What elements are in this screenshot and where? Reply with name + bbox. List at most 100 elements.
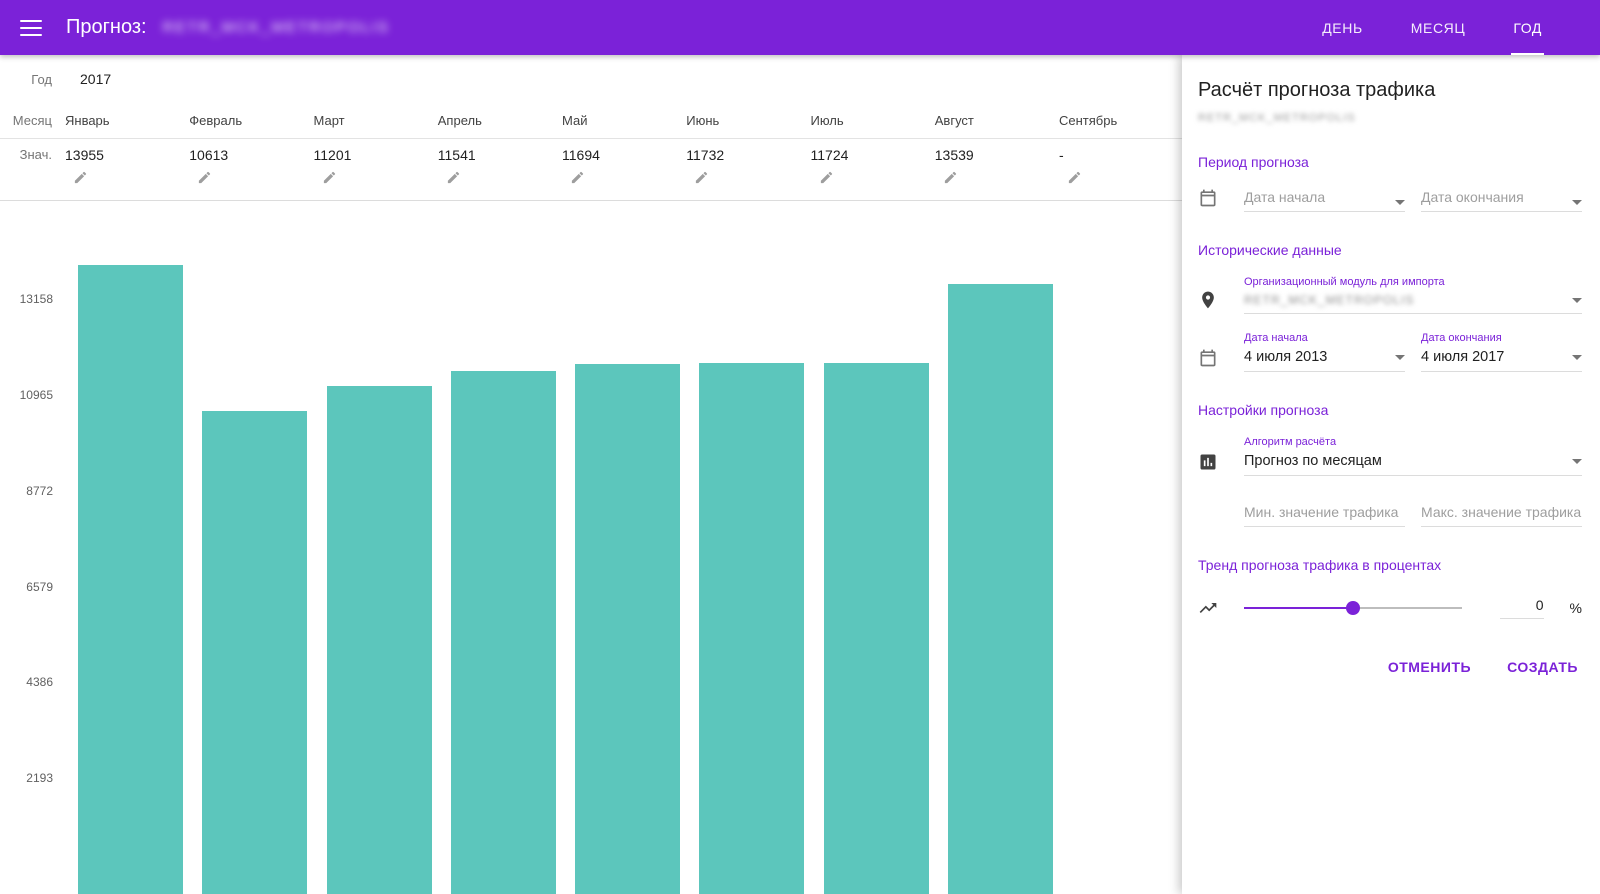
org-module-label: Организационный модуль для импорта: [1244, 276, 1445, 288]
values-row: 13955 10613 11201 11541 11694 11732 11724 13539…: [65, 147, 1183, 200]
appbar-tabs: ДЕНЬ МЕСЯЦ ГОД: [1320, 0, 1544, 55]
edit-icon[interactable]: [694, 170, 712, 186]
redacted-title-text: RETR_MCK_METROPOLIS: [162, 19, 390, 36]
edit-icon[interactable]: [943, 170, 961, 186]
location-pin-icon: [1198, 290, 1228, 314]
chart-bar: [450, 370, 556, 894]
algorithm-value[interactable]: Прогноз по месяцам: [1244, 453, 1382, 469]
y-axis-label: 13158: [19, 292, 53, 307]
trend-value-field: [1499, 597, 1544, 619]
chart-bar: [202, 411, 308, 894]
value-cell: 11732: [686, 147, 810, 200]
chart-bar: [947, 283, 1053, 894]
percent-unit-label: %: [1569, 600, 1582, 616]
section-trend-heading: Тренд прогноза трафика в процентах: [1198, 557, 1442, 573]
value-cell: 10613: [189, 147, 313, 200]
chart-bar: [699, 362, 805, 894]
period-end-field: [1421, 189, 1582, 212]
hist-end-label: Дата окончания: [1421, 332, 1502, 344]
value-cell: 11541: [438, 147, 562, 200]
page-title-text: Прогноз:: [66, 16, 147, 38]
edit-icon[interactable]: [570, 170, 588, 186]
chevron-down-icon[interactable]: [1572, 354, 1582, 360]
value-cell: 11694: [562, 147, 686, 200]
y-axis-label: 10965: [19, 388, 53, 403]
tab-year[interactable]: ГОД: [1511, 0, 1544, 55]
value-cell: 13955: [65, 147, 189, 200]
month-value: 11694: [562, 147, 600, 163]
month-value: 10613: [189, 147, 229, 163]
bar-chart-icon: [1198, 452, 1228, 476]
month-value: -: [1059, 147, 1064, 163]
month-value: 11541: [437, 147, 476, 163]
hist-end-field: 4 июля 2017: [1421, 349, 1582, 372]
min-traffic-input[interactable]: [1244, 504, 1405, 520]
slider-fill: [1244, 607, 1353, 609]
months-header-row: Месяц Январь Февраль Март Апрель Май Июнь Июль…: [0, 103, 1182, 139]
edit-icon[interactable]: [322, 170, 340, 186]
year-row: Год 2017: [0, 55, 1182, 103]
forecast-table: Год 2017 Месяц Январь Февраль Март Апрель Ма…: [0, 55, 1182, 894]
slider-thumb[interactable]: [1345, 601, 1360, 615]
month-value: 13539: [934, 147, 974, 163]
period-start-input[interactable]: [1244, 189, 1387, 205]
calendar-icon: [1198, 348, 1228, 372]
edit-icon[interactable]: [1067, 170, 1085, 186]
panel-subtitle-redacted: RETR_MCK_METROPOLIS: [1198, 112, 1356, 124]
value-cell: 11724: [811, 147, 935, 200]
y-axis-label: 6579: [26, 579, 53, 594]
tab-day[interactable]: ДЕНЬ: [1322, 19, 1363, 36]
month-row-label: Месяц: [12, 113, 52, 128]
create-button[interactable]: СОЗДАТЬ: [1503, 651, 1582, 683]
chevron-down-icon[interactable]: [1572, 458, 1582, 464]
period-start-field: [1244, 189, 1405, 212]
edit-icon[interactable]: [819, 170, 837, 186]
month-value: 13955: [65, 147, 104, 163]
month-header: Март: [313, 113, 345, 128]
chevron-down-icon[interactable]: [1395, 200, 1405, 205]
values-row-wrap: Знач. 13955 10613 11201 11541 11694 11732 1172…: [0, 139, 1182, 201]
trend-slider[interactable]: [1244, 601, 1462, 615]
cancel-button[interactable]: ОТМЕНИТЬ: [1384, 651, 1475, 683]
month-header: Июнь: [686, 113, 720, 128]
tab-month[interactable]: МЕСЯЦ: [1410, 19, 1466, 36]
panel-title: Расчёт прогноза трафика: [1198, 79, 1436, 101]
chart-bar: [823, 362, 929, 894]
section-period-heading: Период прогноза: [1198, 154, 1309, 170]
chevron-down-icon[interactable]: [1572, 297, 1582, 303]
year-value: 2017: [80, 71, 112, 87]
value-cell: 13539: [935, 147, 1059, 200]
value-row-label: Знач.: [19, 147, 52, 162]
month-header: Январь: [65, 113, 110, 128]
value-cell: -: [1059, 147, 1183, 200]
app-bar: Прогноз: RETR_MCK_METROPOLIS ДЕНЬ МЕСЯЦ ГО…: [0, 0, 1600, 55]
year-row-label: Год: [31, 71, 52, 87]
max-traffic-input[interactable]: [1421, 504, 1582, 520]
calendar-icon: [1198, 188, 1228, 212]
value-cell: 11201: [314, 147, 438, 200]
forecast-panel: Расчёт прогноза трафика RETR_MCK_METROPO…: [1182, 55, 1600, 894]
min-traffic-field: [1244, 504, 1405, 527]
hist-start-field: 4 июля 2013: [1244, 349, 1405, 372]
chart-bar: [78, 265, 183, 894]
month-header: Июль: [810, 113, 844, 128]
chart-area: 13158 10965 8772 6579 4386 2193: [0, 201, 1182, 894]
chart-bar: [326, 385, 432, 894]
section-historical-heading: Исторические данные: [1198, 242, 1342, 258]
chevron-down-icon[interactable]: [1572, 200, 1582, 205]
algorithm-label: Алгоритм расчёта: [1244, 436, 1337, 448]
hist-end-value[interactable]: 4 июля 2017: [1421, 349, 1505, 365]
trend-value-input[interactable]: [1499, 597, 1544, 618]
edit-icon[interactable]: [446, 170, 464, 186]
month-value: 11732: [686, 147, 725, 163]
month-header: Февраль: [189, 113, 243, 128]
month-header: Август: [934, 113, 974, 128]
edit-icon[interactable]: [73, 170, 91, 186]
hist-start-value[interactable]: 4 июля 2013: [1244, 349, 1328, 365]
section-settings-heading: Настройки прогноза: [1198, 402, 1329, 418]
edit-icon[interactable]: [197, 170, 215, 186]
menu-icon[interactable]: [20, 19, 42, 36]
period-end-input[interactable]: [1421, 189, 1564, 205]
y-axis-label: 8772: [26, 483, 53, 498]
chevron-down-icon[interactable]: [1395, 354, 1405, 360]
